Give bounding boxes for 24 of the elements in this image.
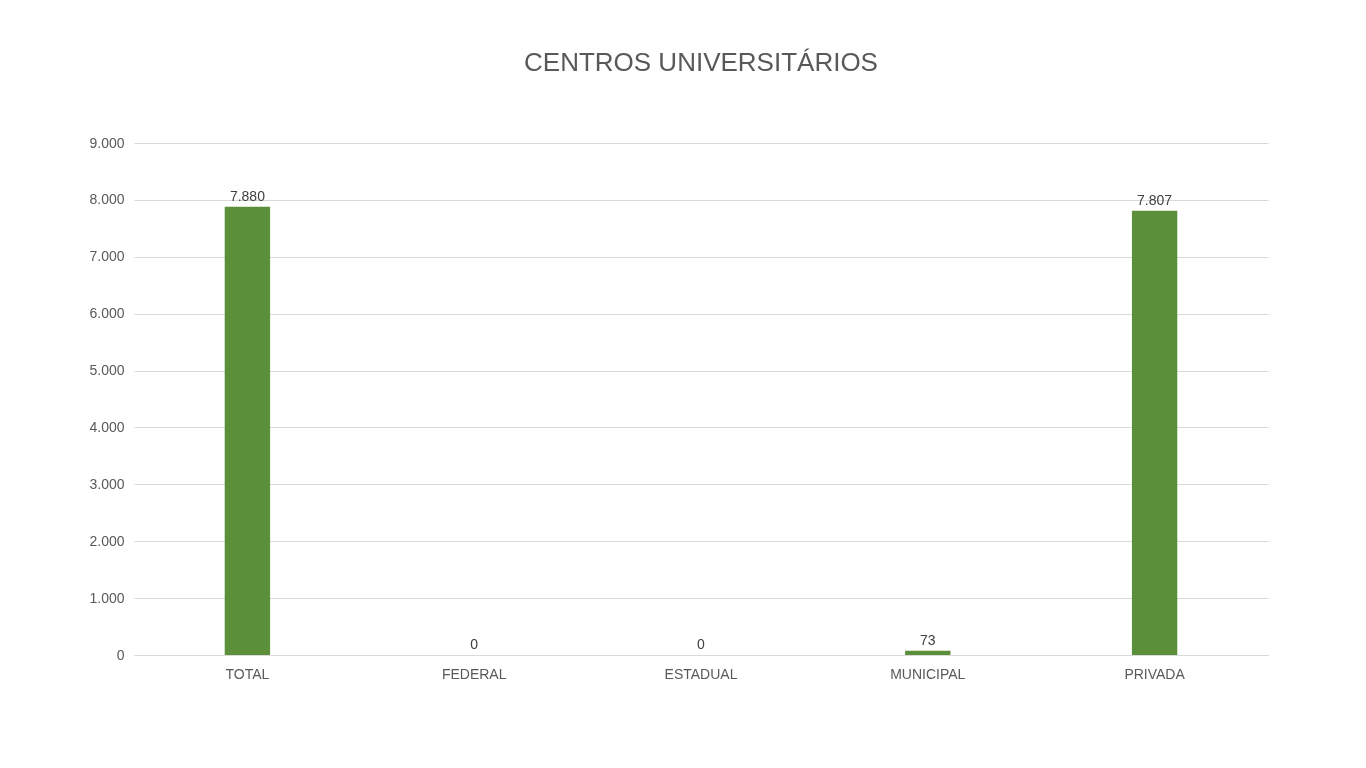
y-tick-label: 0 bbox=[116, 646, 125, 663]
y-tick-label: 7.000 bbox=[89, 248, 125, 265]
y-tick-label: 1.000 bbox=[89, 589, 125, 606]
y-tick-label: 9.000 bbox=[89, 134, 125, 151]
data-label: 0 bbox=[697, 636, 706, 652]
data-label: 7.807 bbox=[1137, 191, 1173, 208]
data-label: 0 bbox=[470, 636, 479, 652]
y-tick-label: 4.000 bbox=[89, 418, 125, 435]
bar bbox=[224, 206, 271, 655]
x-tick-label: MUNICIPAL bbox=[890, 665, 966, 682]
y-tick-label: 2.000 bbox=[89, 532, 125, 549]
data-label: 73 bbox=[920, 631, 936, 648]
y-tick-label: 5.000 bbox=[89, 362, 125, 379]
y-tick-label: 3.000 bbox=[89, 475, 125, 492]
bar bbox=[1131, 210, 1178, 655]
x-tick-label: TOTAL bbox=[225, 665, 270, 682]
y-tick-label: 8.000 bbox=[89, 191, 125, 208]
bar bbox=[905, 650, 951, 655]
y-tick-label: 6.000 bbox=[89, 305, 125, 322]
x-tick-label: PRIVADA bbox=[1124, 665, 1186, 682]
x-tick-label: ESTADUAL bbox=[664, 665, 738, 682]
data-label: 7.880 bbox=[229, 187, 266, 204]
chart-title: CENTROS UNIVERSITÁRIOS bbox=[524, 47, 878, 77]
x-tick-label: FEDERAL bbox=[441, 665, 507, 682]
